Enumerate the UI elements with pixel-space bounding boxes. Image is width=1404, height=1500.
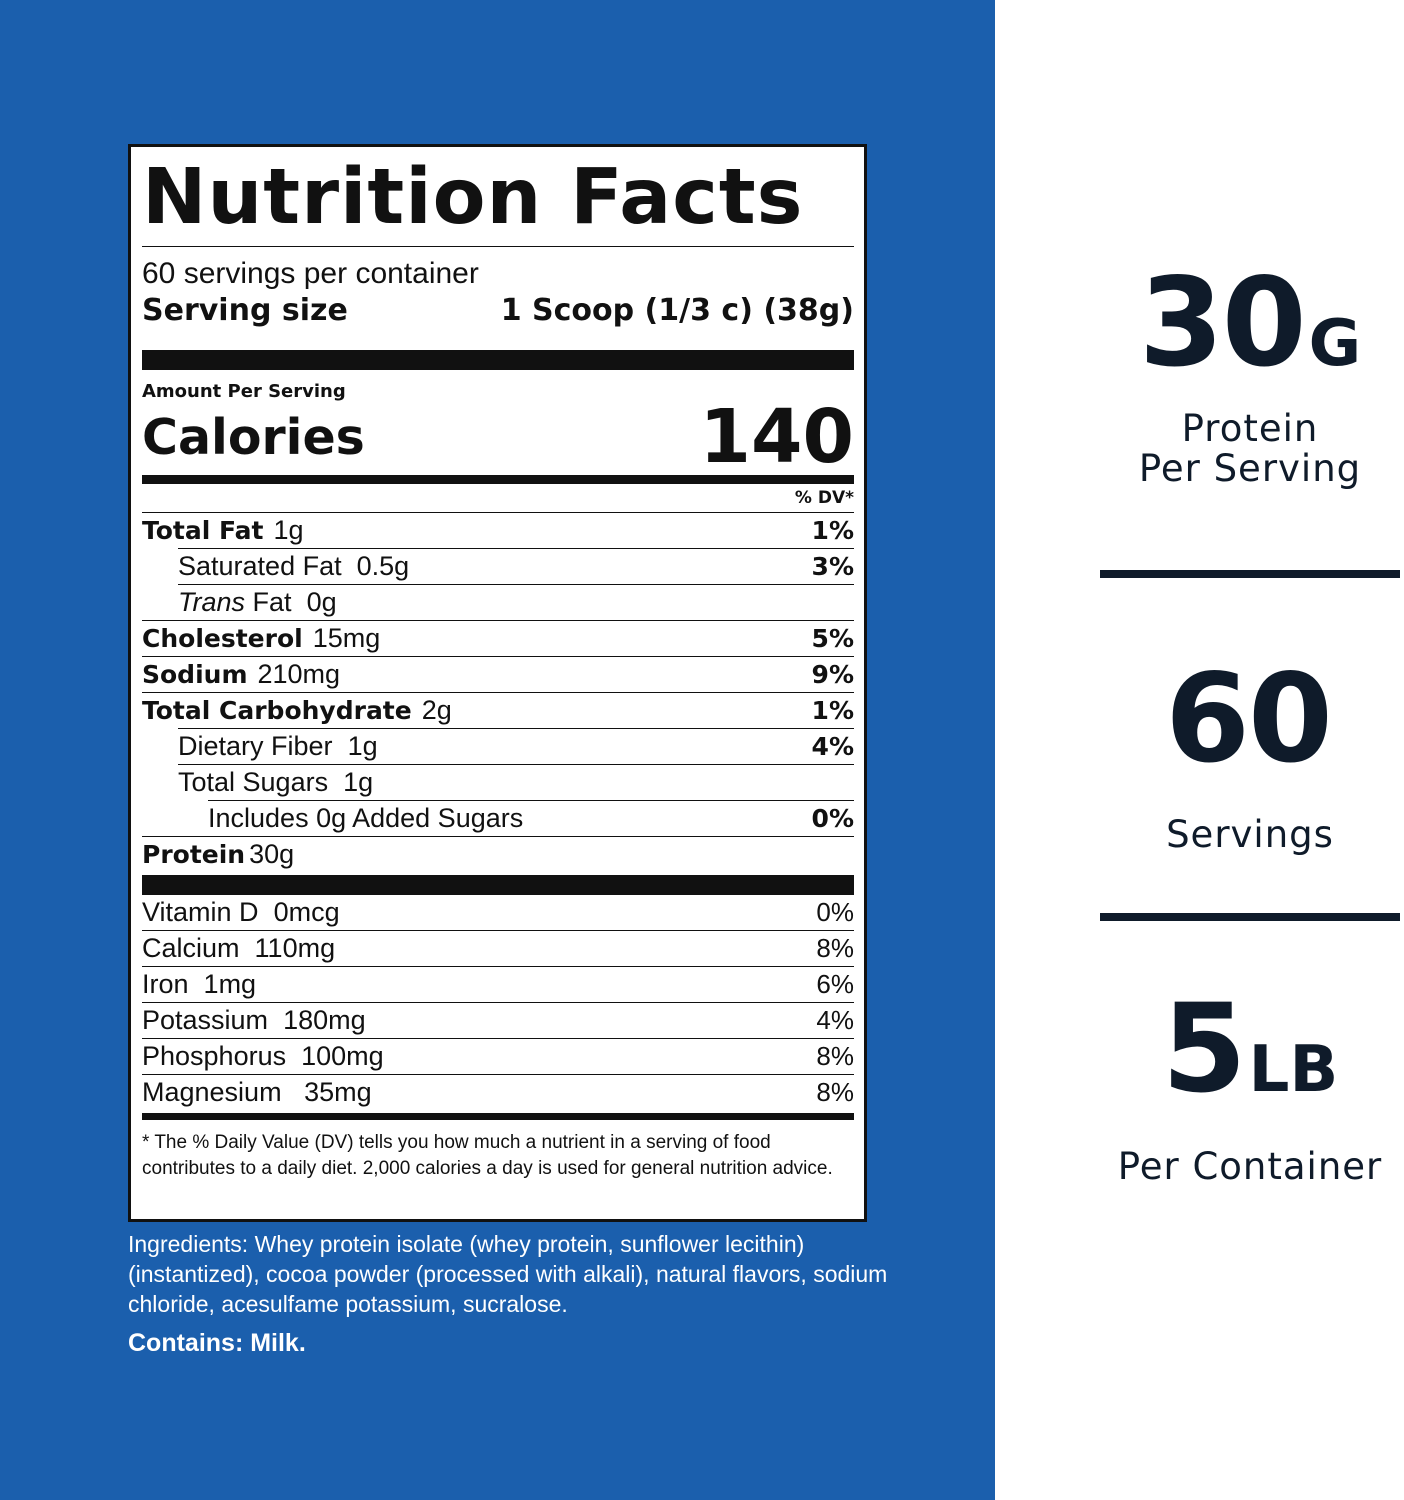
calories-value: 140 bbox=[699, 394, 854, 480]
label-title: Nutrition Facts bbox=[142, 153, 804, 242]
dv-header: % DV* bbox=[794, 488, 854, 508]
divider-line bbox=[142, 246, 854, 247]
serving-size-row: Serving size 1 Scoop (1/3 c) (38g) bbox=[142, 292, 854, 330]
serving-size-value: 1 Scoop (1/3 c) (38g) bbox=[500, 293, 854, 328]
nutrient-row-saturated-fat: Saturated Fat 0.5g 3% bbox=[178, 548, 854, 584]
allergen-contains: Contains: Milk. bbox=[128, 1329, 306, 1357]
thick-divider-vitamins bbox=[142, 875, 854, 895]
nutrition-facts-label: Nutrition Facts 60 servings per containe… bbox=[128, 144, 867, 1222]
stat-protein-value: 30G bbox=[1138, 252, 1362, 394]
nutrient-row-total-sugars: Total Sugars 1g bbox=[178, 764, 854, 800]
ingredients-text: Ingredients: Whey protein isolate (whey … bbox=[128, 1231, 888, 1317]
nutrient-row-added-sugars: Includes 0g Added Sugars 0% bbox=[208, 800, 854, 836]
nutrient-row-protein: Protein 30g bbox=[142, 836, 854, 872]
calories-row: Calories 140 bbox=[142, 394, 854, 480]
vitamin-row-magnesium: Magnesium 35mg 8% bbox=[142, 1074, 854, 1110]
stat-weight-caption: Per Container bbox=[1117, 1145, 1383, 1188]
nutrient-row-sodium: Sodium 210mg 9% bbox=[142, 656, 854, 692]
stat-divider-1 bbox=[1100, 570, 1400, 578]
stat-servings: 60 Servings bbox=[1100, 654, 1400, 855]
nutrient-row-dietary-fiber: Dietary Fiber 1g 4% bbox=[178, 728, 854, 764]
vitamin-row-phosphorus: Phosphorus 100mg 8% bbox=[142, 1038, 854, 1074]
dv-footnote: * The % Daily Value (DV) tells you how m… bbox=[142, 1132, 833, 1179]
stat-divider-2 bbox=[1100, 913, 1400, 921]
thick-divider bbox=[142, 350, 854, 370]
serving-size-label: Serving size bbox=[142, 293, 348, 328]
medium-divider-footer bbox=[142, 1113, 854, 1120]
amount-per-serving: Amount Per Serving bbox=[142, 381, 346, 402]
stat-container-weight: 5LB Per Container bbox=[1100, 984, 1400, 1187]
vitamin-row-potassium: Potassium 180mg 4% bbox=[142, 1002, 854, 1038]
stat-servings-caption: Servings bbox=[1166, 813, 1334, 856]
stat-weight-value: 5LB bbox=[1161, 978, 1339, 1120]
servings-per-container: 60 servings per container bbox=[142, 257, 479, 290]
medium-divider bbox=[142, 475, 854, 484]
stat-protein-caption-1: Protein bbox=[1181, 407, 1319, 450]
stat-servings-value: 60 bbox=[1165, 648, 1333, 790]
calories-label: Calories bbox=[142, 409, 365, 466]
stat-protein-caption-2: Per Serving bbox=[1138, 447, 1362, 490]
nutrient-row-cholesterol: Cholesterol 15mg 5% bbox=[142, 620, 854, 656]
nutrient-row-total-fat: Total Fat 1g 1% bbox=[142, 512, 854, 548]
vitamin-row-iron: Iron 1mg 6% bbox=[142, 966, 854, 1002]
nutrient-row-total-carbohydrate: Total Carbohydrate 2g 1% bbox=[142, 692, 854, 728]
nutrient-row-trans-fat: Trans Fat 0g bbox=[178, 584, 854, 620]
vitamin-row-vitamin-d: Vitamin D 0mcg 0% bbox=[142, 897, 854, 927]
vitamin-row-calcium: Calcium 110mg 8% bbox=[142, 930, 854, 966]
stat-protein: 30G Protein Per Serving bbox=[1100, 258, 1400, 489]
